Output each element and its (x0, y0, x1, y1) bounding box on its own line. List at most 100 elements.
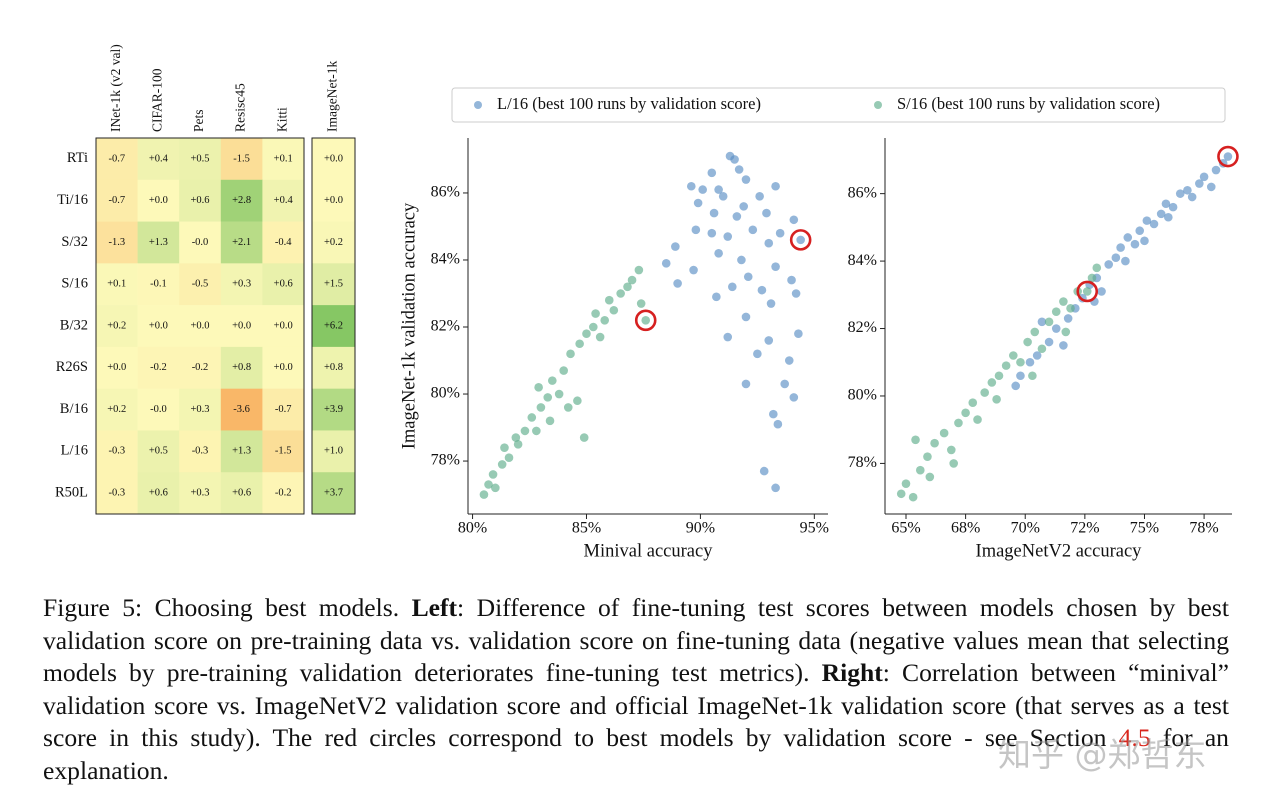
scatter-point (1140, 236, 1149, 246)
scatter-point (1023, 337, 1032, 347)
cell-label: +0.6 (190, 195, 209, 206)
scatter-point (741, 312, 751, 322)
heatmap-cell (179, 430, 222, 473)
scatter-point (575, 339, 584, 349)
scatter-point (548, 376, 557, 385)
row-label: Ti/16 (57, 192, 88, 208)
x-tick-label: 75% (1130, 520, 1159, 537)
watermark: 知乎 @郑哲东 (998, 735, 1207, 774)
scatter-point (775, 228, 785, 238)
scatter-point (609, 305, 619, 315)
heatmap-frame (311, 137, 356, 515)
scatter-point (636, 299, 646, 308)
scatter-point (757, 285, 767, 295)
scatter-point (994, 371, 1004, 381)
highlight-circle (1076, 280, 1099, 303)
scatter-point (734, 165, 744, 174)
legend-label: L/16 (best 100 runs by validation score) (497, 94, 761, 113)
scatter-point (500, 443, 509, 452)
scatter-point (730, 155, 739, 164)
row-label: S/16 (61, 276, 88, 292)
heatmap-cell (220, 346, 263, 389)
scatter-point (559, 366, 568, 375)
heatmap-cell (96, 179, 138, 222)
scatter-point (1092, 263, 1102, 273)
scatter-point (784, 356, 794, 365)
scatter-point (718, 192, 728, 201)
row-label: R26S (56, 359, 88, 375)
cell-label: +0.3 (190, 404, 209, 415)
scatter-point (1016, 357, 1025, 367)
scatter-point (764, 336, 774, 345)
column-label: Resisc45 (233, 83, 248, 132)
scatter-point (732, 212, 742, 221)
scatter-point (773, 419, 783, 429)
scatter-point (536, 403, 546, 412)
scatter-point (671, 242, 680, 251)
scatter-point (1164, 212, 1173, 222)
x-tick-label: 80% (458, 520, 487, 537)
scatter-point (1028, 371, 1037, 381)
scatter-point (771, 483, 780, 493)
cell-label: +1.3 (149, 237, 168, 248)
scatter-point (1087, 273, 1097, 283)
heatmap-cell (137, 346, 180, 389)
y-tick-label: 80% (848, 387, 877, 404)
section-ref[interactable]: 4.5 (1118, 723, 1151, 753)
heatmap-cell (312, 263, 356, 306)
scatter-point (1149, 219, 1159, 229)
cell-label: +6.2 (324, 320, 343, 331)
scatter-point (741, 379, 751, 389)
cell-label: +0.5 (149, 446, 168, 457)
cell-label: +0.3 (190, 488, 209, 499)
cell-label: +3.7 (324, 488, 343, 499)
scatter-point (623, 282, 632, 292)
cell-label: -0.2 (150, 362, 167, 373)
cell-label: +0.2 (107, 404, 126, 415)
heatmap-cell (179, 263, 222, 306)
scatter-point (728, 282, 737, 292)
scatter-point (543, 393, 553, 402)
heatmap-cell (312, 346, 356, 389)
scatter-point (488, 470, 498, 479)
column-label: CIFAR-100 (149, 68, 164, 132)
scatter-point (789, 215, 799, 225)
heatmap-cell (137, 305, 180, 348)
scatter-point (1051, 324, 1061, 333)
cell-label: +0.8 (324, 362, 343, 373)
scatter-point (1001, 361, 1011, 370)
scatter-point (741, 175, 751, 184)
scatter-point (1011, 381, 1020, 391)
scatter-point (896, 489, 906, 499)
heatmap-cell (220, 388, 263, 431)
x-tick-label: 68% (951, 520, 980, 537)
scatter-point (1175, 189, 1185, 198)
scatter-point (1161, 199, 1171, 209)
heatmap-cell (137, 263, 180, 306)
cell-label: +0.2 (107, 320, 126, 331)
cell-label: +0.0 (324, 195, 343, 206)
caption: Figure 5: Choosing best models. Left: Di… (43, 592, 1229, 788)
heatmap-cell (262, 221, 305, 264)
scatter-point (1223, 152, 1233, 161)
y-tick-label: 82% (848, 319, 877, 336)
y-tick-label: 78% (848, 454, 877, 471)
scatter-point (714, 185, 723, 194)
heatmap-cell (179, 305, 222, 348)
legend-marker (874, 101, 882, 109)
scatter-point (691, 225, 701, 235)
scatter-point (961, 408, 970, 418)
x-axis-label: ImageNetV2 accuracy (976, 541, 1143, 561)
heatmap-cell (312, 179, 356, 222)
heatmap-cell (312, 430, 356, 473)
scatter-point (780, 379, 790, 389)
x-tick-label: 65% (891, 520, 920, 537)
scatter-point (693, 198, 703, 208)
scatter-point (939, 428, 949, 438)
scatter-point (796, 235, 805, 245)
scatter-point (723, 232, 733, 241)
scatter-point (915, 465, 925, 475)
y-tick-label: 84% (431, 251, 460, 268)
y-tick-label: 86% (431, 184, 460, 201)
scatter-point (707, 168, 717, 178)
